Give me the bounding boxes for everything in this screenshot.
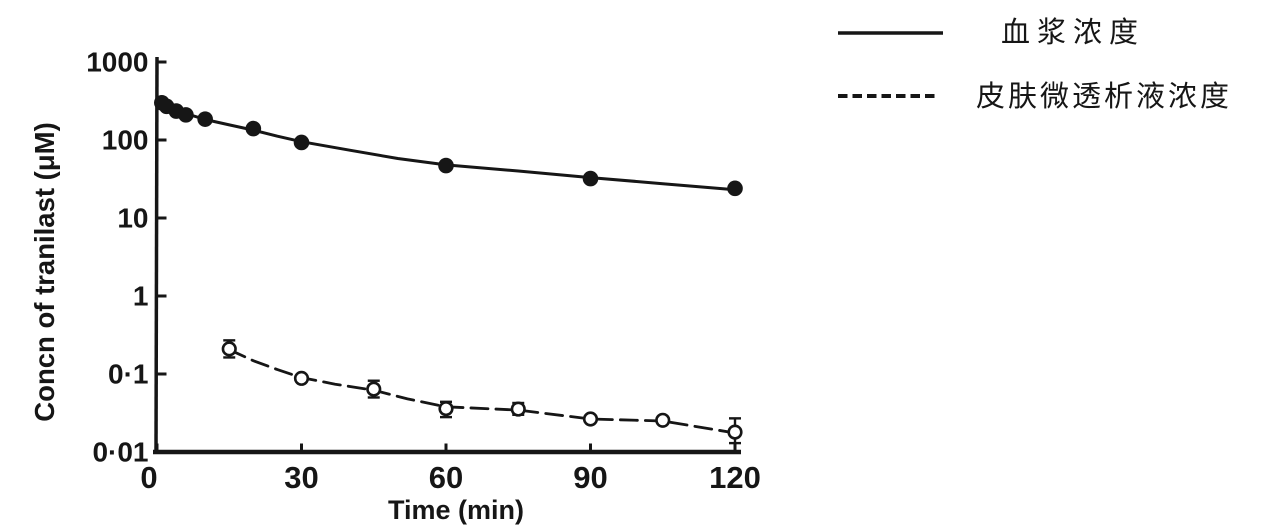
series-skin-microdialysate — [221, 339, 743, 445]
x-tick-label: 60 — [429, 460, 463, 495]
x-axis: 0 30 60 90 120 — [140, 443, 761, 495]
plasma-data-point — [197, 111, 213, 127]
plasma-data-point — [245, 120, 262, 137]
y-axis-ticks: 1000 100 10 1 0·1 0·01 — [86, 47, 167, 468]
x-axis-title: Time (min) — [388, 495, 524, 525]
plasma-data-point — [438, 157, 454, 174]
data-series-layer — [154, 94, 743, 445]
plasma-data-point — [293, 134, 310, 151]
y-tick-label: 0·1 — [108, 359, 148, 390]
y-axis-line — [154, 56, 159, 453]
plasma-data-point — [727, 180, 743, 197]
y-tick-label: 1 — [133, 281, 149, 312]
skin-microdialysate-data-point — [582, 411, 599, 427]
x-tick-label: 30 — [284, 460, 318, 495]
legend-label-plasma: 血浆浓度 — [1001, 16, 1145, 49]
y-axis: 1000 100 10 1 0·1 0·01 — [86, 47, 167, 468]
x-tick-label: 90 — [573, 460, 607, 495]
skin-microdialysate-data-point — [510, 401, 526, 417]
series-plasma — [154, 94, 743, 197]
y-tick-label: 10 — [117, 203, 148, 234]
skin-microdialysate-data-point — [655, 412, 671, 428]
x-tick-label: 0 — [140, 460, 157, 495]
skin-microdialysate-data-point — [293, 370, 310, 386]
y-tick-label: 0·01 — [92, 437, 148, 468]
skin-microdialysate-data-point — [366, 381, 382, 397]
legend-label-skin-microdialysate: 皮肤微透析液浓度 — [976, 80, 1232, 113]
skin-microdialysate-data-point — [438, 401, 454, 417]
skin-microdialysate-data-point — [727, 424, 743, 440]
y-tick-label: 1000 — [86, 47, 148, 78]
y-tick-label: 100 — [102, 125, 149, 156]
plasma-fit-line — [155, 98, 737, 192]
x-axis-ticks: 0 30 60 90 120 — [140, 443, 761, 495]
plasma-data-point — [582, 170, 599, 187]
legend: 血浆浓度 皮肤微透析液浓度 — [838, 16, 1232, 113]
plasma-data-point — [178, 107, 194, 123]
skin-microdialysate-data-point — [221, 341, 237, 357]
y-axis-title: Concn of tranilast (μM) — [29, 122, 60, 421]
skin-microdialysate-fit-line — [227, 348, 737, 435]
x-tick-label: 120 — [709, 460, 761, 495]
